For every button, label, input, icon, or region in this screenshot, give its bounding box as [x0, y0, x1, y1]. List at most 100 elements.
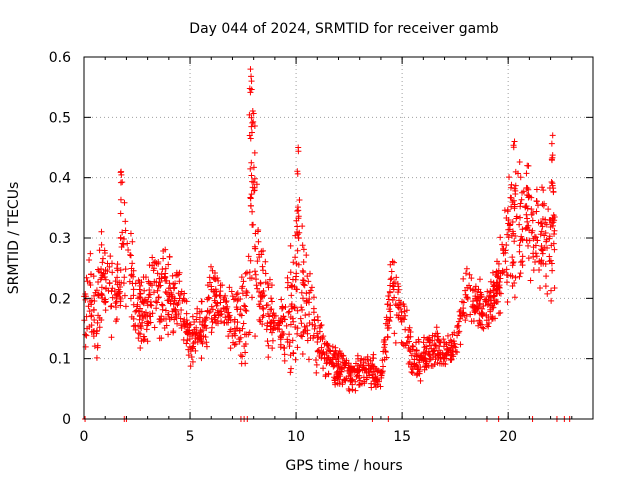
data-point: [260, 288, 267, 295]
data-point: [242, 360, 249, 367]
data-point: [338, 368, 345, 375]
data-point: [334, 380, 341, 387]
data-point: [450, 353, 457, 360]
data-point: [82, 331, 89, 338]
data-point: [263, 326, 270, 333]
data-point: [150, 289, 157, 296]
data-point: [444, 346, 451, 353]
data-point: [512, 168, 519, 175]
data-point: [532, 250, 539, 257]
data-point: [135, 335, 142, 342]
data-point: [223, 305, 230, 312]
data-point: [550, 212, 557, 219]
data-point: [499, 241, 506, 248]
data-point: [230, 296, 237, 303]
data-point: [117, 196, 124, 203]
data-point: [144, 312, 151, 319]
data-point: [470, 318, 477, 325]
data-point: [130, 292, 137, 299]
data-point: [113, 316, 120, 323]
chart-title: Day 044 of 2024, SRMTID for receiver gam…: [189, 21, 499, 37]
data-point: [175, 311, 182, 318]
data-point: [429, 332, 436, 339]
data-point: [477, 321, 484, 328]
data-point: [204, 282, 211, 289]
data-point: [413, 339, 420, 346]
data-point: [519, 226, 526, 233]
data-point: [483, 298, 490, 305]
data-point: [299, 295, 306, 302]
data-point: [507, 194, 514, 201]
data-point: [184, 330, 191, 337]
data-point: [170, 301, 177, 308]
data-point: [525, 242, 532, 249]
data-point: [391, 294, 398, 301]
data-point: [540, 187, 547, 194]
data-point: [476, 300, 483, 307]
data-point: [517, 270, 524, 277]
data-point: [471, 303, 478, 310]
data-point: [320, 365, 327, 372]
data-point: [194, 339, 201, 346]
data-point: [454, 332, 461, 339]
data-point: [387, 261, 394, 268]
data-point: [386, 317, 393, 324]
data-point: [247, 66, 254, 73]
data-point: [420, 339, 427, 346]
data-point: [451, 340, 458, 347]
data-point: [457, 341, 464, 348]
data-point: [455, 318, 462, 325]
data-point: [520, 188, 527, 195]
data-point: [249, 107, 256, 114]
data-point: [331, 377, 338, 384]
data-point: [107, 303, 114, 310]
data-point: [449, 331, 456, 338]
data-point: [176, 278, 183, 285]
data-point: [259, 263, 266, 270]
data-point: [121, 199, 128, 206]
data-point: [86, 323, 93, 330]
data-point: [252, 271, 259, 278]
data-point: [91, 292, 98, 299]
data-point: [510, 144, 517, 151]
data-point: [127, 252, 134, 259]
data-point: [343, 357, 350, 364]
data-point: [145, 294, 152, 301]
data-point: [208, 303, 215, 310]
data-point: [113, 291, 120, 298]
data-point: [510, 197, 517, 204]
data-point: [100, 270, 107, 277]
data-point: [87, 250, 94, 257]
data-point: [278, 296, 285, 303]
data-point: [321, 340, 328, 347]
data-point: [118, 243, 125, 250]
data-point: [317, 336, 324, 343]
data-point: [472, 293, 479, 300]
data-point: [88, 301, 95, 308]
data-point: [242, 349, 249, 356]
data-point: [247, 275, 254, 282]
data-point: [93, 354, 100, 361]
data-point: [279, 305, 286, 312]
data-point: [162, 288, 169, 295]
data-point: [443, 350, 450, 357]
data-point: [153, 279, 160, 286]
data-point: [271, 312, 278, 319]
data-point: [119, 240, 126, 247]
data-point: [247, 135, 254, 142]
data-point: [231, 316, 238, 323]
data-point: [246, 329, 253, 336]
data-point: [318, 344, 325, 351]
data-point: [507, 184, 514, 191]
data-point: [83, 274, 90, 281]
data-point: [189, 332, 196, 339]
y-tick-label: 0.3: [49, 231, 71, 247]
data-point: [517, 259, 524, 266]
data-point: [503, 271, 510, 278]
data-point: [210, 274, 217, 281]
data-point: [455, 322, 462, 329]
data-point: [159, 266, 166, 273]
data-point: [102, 307, 109, 314]
data-point: [388, 268, 395, 275]
